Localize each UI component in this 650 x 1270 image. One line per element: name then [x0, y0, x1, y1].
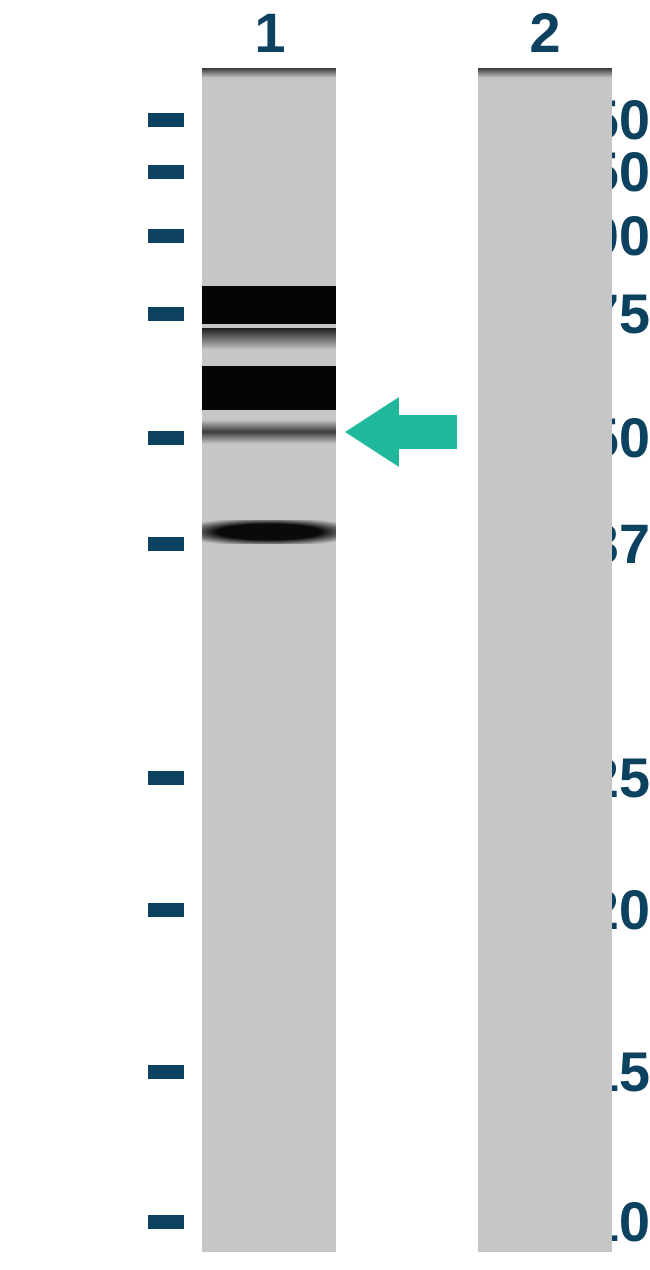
mw-marker-tick	[148, 1215, 184, 1229]
band	[202, 328, 336, 350]
mw-marker-tick	[148, 431, 184, 445]
band	[202, 286, 336, 324]
mw-marker-tick	[148, 165, 184, 179]
band	[202, 420, 336, 444]
blot-canvas: 1225015010075503725201510	[0, 0, 650, 1270]
mw-marker-tick	[148, 229, 184, 243]
lane-1	[202, 68, 336, 1252]
mw-marker-tick	[148, 113, 184, 127]
lane-2	[478, 68, 612, 1252]
lane-well-edge	[202, 68, 336, 78]
lane-header-1: 1	[220, 0, 320, 65]
mw-marker-tick	[148, 771, 184, 785]
indicator-arrow	[345, 397, 457, 467]
lane-well-edge	[478, 68, 612, 78]
mw-marker-tick	[148, 903, 184, 917]
mw-marker-tick	[148, 1065, 184, 1079]
band	[202, 520, 336, 544]
mw-marker-tick	[148, 307, 184, 321]
mw-marker-tick	[148, 537, 184, 551]
band	[202, 366, 336, 410]
lane-header-2: 2	[495, 0, 595, 65]
